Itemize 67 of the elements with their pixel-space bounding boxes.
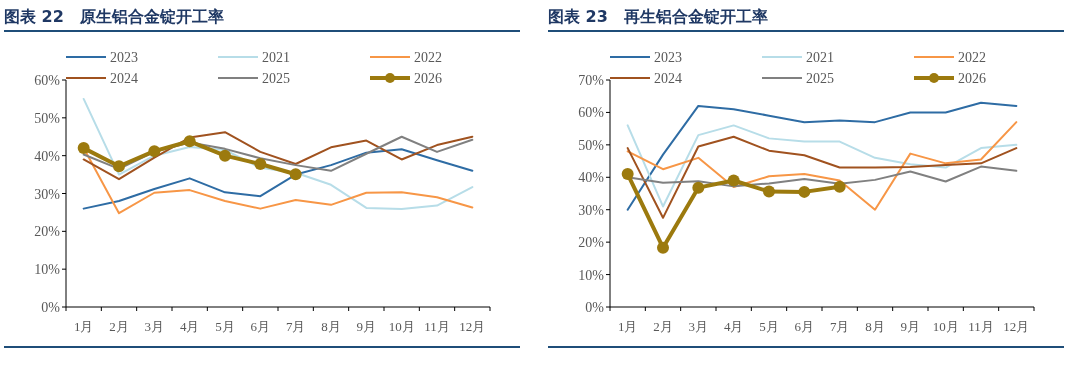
point <box>254 157 267 170</box>
y-tick-label: 70% <box>578 73 605 88</box>
point <box>833 180 846 193</box>
legend-label: 2025 <box>262 71 290 86</box>
x-tick-label: 2月 <box>653 319 673 334</box>
x-tick-label: 3月 <box>144 319 165 334</box>
chart-title: 图表 23 再生铝合金锭开工率 <box>548 4 1064 32</box>
y-tick-label: 60% <box>578 105 605 121</box>
legend-label: 2024 <box>654 71 682 86</box>
x-tick-label: 12月 <box>459 319 486 334</box>
y-tick-label: 30% <box>578 202 605 218</box>
x-tick-label: 1月 <box>73 319 94 334</box>
legend-label: 2023 <box>654 50 682 65</box>
y-tick-label: 40% <box>34 148 61 164</box>
legend-label: 2023 <box>110 50 138 65</box>
x-tick-label: 7月 <box>285 319 306 334</box>
legend-label: 2022 <box>958 50 986 65</box>
x-tick-label: 5月 <box>759 319 779 334</box>
y-tick-label: 0% <box>585 300 605 315</box>
x-tick-label: 12月 <box>1003 319 1030 334</box>
y-tick-label: 10% <box>34 262 61 278</box>
x-tick-label: 9月 <box>356 319 377 334</box>
y-tick-label: 60% <box>34 73 61 88</box>
point <box>113 160 125 173</box>
y-tick-label: 20% <box>34 224 61 240</box>
point <box>763 185 775 198</box>
x-tick-label: 4月 <box>179 319 200 334</box>
point <box>727 174 740 187</box>
x-tick-label: 7月 <box>829 319 850 334</box>
y-tick-label: 30% <box>34 186 61 202</box>
chart-title: 图表 22 原生铝合金锭开工率 <box>4 4 520 32</box>
x-tick-label: 1月 <box>617 319 638 334</box>
legend-label: 2026 <box>958 71 986 86</box>
legend-label: 2021 <box>806 50 834 65</box>
point <box>148 145 161 158</box>
x-tick-label: 11月 <box>968 319 994 334</box>
legend-label: 2021 <box>262 50 290 65</box>
point <box>77 142 90 155</box>
x-tick-label: 5月 <box>215 319 235 334</box>
x-tick-label: 4月 <box>723 319 744 334</box>
x-tick-label: 9月 <box>900 319 921 334</box>
point <box>289 168 302 181</box>
legend-label: 2025 <box>806 71 834 86</box>
y-tick-label: 50% <box>34 110 61 126</box>
x-tick-label: 6月 <box>794 319 815 334</box>
y-tick-label: 50% <box>578 137 605 153</box>
y-tick-label: 40% <box>578 170 605 186</box>
x-tick-label: 8月 <box>865 319 885 334</box>
y-tick-label: 0% <box>41 300 61 315</box>
x-tick-label: 8月 <box>321 319 341 334</box>
x-tick-label: 2月 <box>109 319 129 334</box>
point <box>798 185 811 198</box>
point <box>219 149 231 162</box>
x-tick-label: 6月 <box>250 319 271 334</box>
legend-label: 2022 <box>414 50 442 65</box>
x-tick-label: 10月 <box>388 319 415 334</box>
y-tick-label: 20% <box>578 235 605 251</box>
point <box>621 168 634 181</box>
point <box>692 181 705 194</box>
legend-label: 2026 <box>414 71 442 86</box>
legend-label: 2024 <box>110 71 138 86</box>
x-tick-label: 10月 <box>932 319 959 334</box>
x-tick-label: 3月 <box>688 319 709 334</box>
point <box>657 241 669 254</box>
y-tick-label: 10% <box>578 267 605 283</box>
point <box>183 135 196 148</box>
x-tick-label: 11月 <box>424 319 450 334</box>
